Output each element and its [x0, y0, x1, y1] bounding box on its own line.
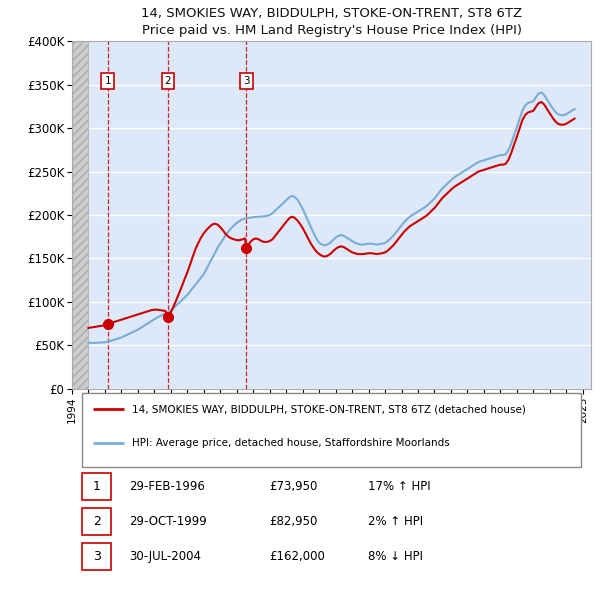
Text: £162,000: £162,000 [269, 550, 325, 563]
FancyBboxPatch shape [82, 473, 111, 500]
Text: 2: 2 [165, 76, 172, 86]
Text: 29-OCT-1999: 29-OCT-1999 [129, 515, 207, 528]
Text: 14, SMOKIES WAY, BIDDULPH, STOKE-ON-TRENT, ST8 6TZ (detached house): 14, SMOKIES WAY, BIDDULPH, STOKE-ON-TREN… [131, 404, 526, 414]
Text: £73,950: £73,950 [269, 480, 317, 493]
Text: 3: 3 [243, 76, 250, 86]
Text: 1: 1 [104, 76, 111, 86]
FancyBboxPatch shape [82, 508, 111, 535]
Text: 2: 2 [93, 515, 101, 528]
Text: 3: 3 [93, 550, 101, 563]
Text: HPI: Average price, detached house, Staffordshire Moorlands: HPI: Average price, detached house, Staf… [131, 438, 449, 448]
Text: 29-FEB-1996: 29-FEB-1996 [129, 480, 205, 493]
Text: 2% ↑ HPI: 2% ↑ HPI [368, 515, 423, 528]
FancyBboxPatch shape [82, 392, 581, 467]
Text: 17% ↑ HPI: 17% ↑ HPI [368, 480, 430, 493]
Text: 1: 1 [93, 480, 101, 493]
Bar [72, 41, 88, 389]
Text: 8% ↓ HPI: 8% ↓ HPI [368, 550, 423, 563]
Text: £82,950: £82,950 [269, 515, 317, 528]
Text: 30-JUL-2004: 30-JUL-2004 [129, 550, 201, 563]
Title: 14, SMOKIES WAY, BIDDULPH, STOKE-ON-TRENT, ST8 6TZ
Price paid vs. HM Land Regist: 14, SMOKIES WAY, BIDDULPH, STOKE-ON-TREN… [141, 7, 522, 37]
FancyBboxPatch shape [82, 543, 111, 571]
